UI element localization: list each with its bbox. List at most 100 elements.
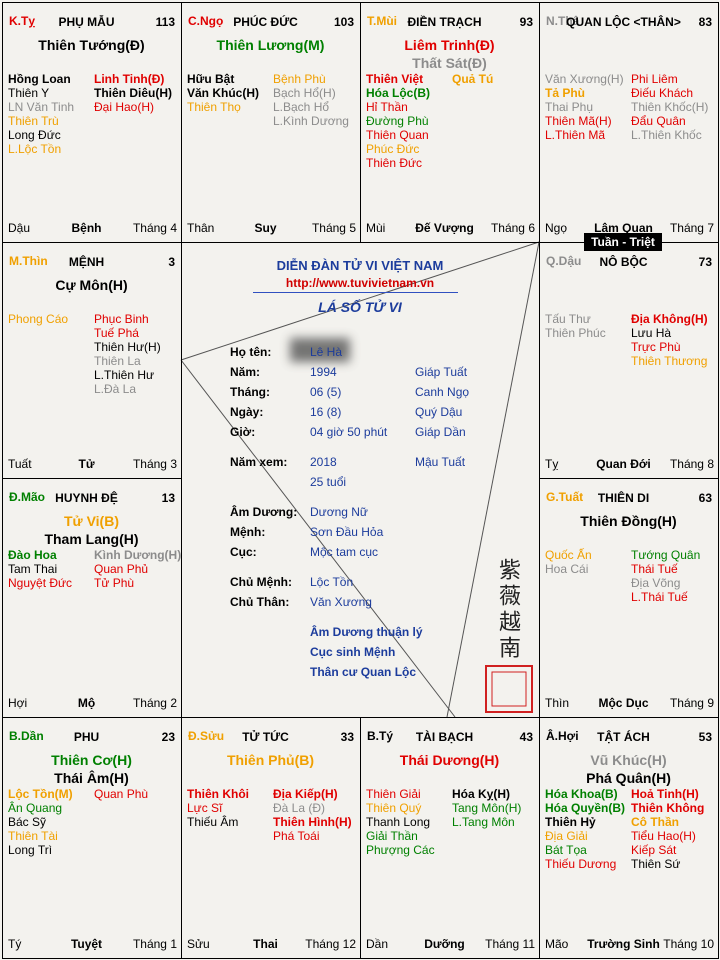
palace-month: Tháng 8 (669, 457, 714, 471)
star: Tả Phù (545, 86, 586, 100)
palace-stage: Mộ (77, 696, 96, 710)
star: Bát Tọa (545, 843, 587, 857)
seal-stamp-inner (491, 671, 527, 707)
star: Thiên Đức (366, 156, 423, 170)
forum-name: DIỄN ĐÀN TỬ VI VIỆT NAM (276, 258, 444, 273)
star: Hóa Lộc(B) (366, 86, 430, 100)
palace-stem: N.Thâ (546, 14, 580, 28)
star: L.Thiên Hư (94, 368, 155, 382)
main-star: Thái Âm(H) (54, 770, 129, 786)
palace-name: HUYNH ĐỆ (55, 491, 118, 505)
star: Thiên Việt (366, 72, 424, 86)
star: Thai Phụ (545, 100, 594, 114)
star: Thiên La (94, 354, 141, 368)
star: L.Lộc Tồn (8, 142, 62, 156)
palace-branch: Mùi (366, 221, 386, 235)
palace-stem: Â.Hợi (546, 729, 579, 743)
palace-month: Tháng 4 (132, 221, 177, 235)
field-value: 25 tuổi (310, 475, 347, 489)
palace-name: TẬT ÁCH (597, 730, 650, 744)
star: L.Bạch Hổ (273, 100, 330, 114)
field-value: Sơn Đầu Hỏa (310, 525, 384, 539)
star: L.Thiên Mã (545, 128, 606, 142)
palace-stage: Tuyệt (70, 937, 103, 951)
palace-stage: Suy (254, 221, 277, 235)
palace-stem: B.Tý (367, 729, 394, 743)
star: Đẩu Quân (631, 114, 686, 128)
star: Thanh Long (366, 815, 431, 829)
palace-branch: Thân (187, 221, 215, 235)
field-label: Chủ Mệnh: (230, 575, 292, 589)
field-label: Mệnh: (230, 525, 266, 539)
star: Phá Toái (273, 829, 320, 843)
seal-text: 紫薇越南 (496, 558, 521, 662)
star: Thiên Thọ (187, 100, 241, 114)
star: Lộc Tồn(M) (8, 787, 73, 801)
star: Địa Kiếp(H) (273, 787, 338, 801)
main-star: Phá Quân(H) (586, 770, 671, 786)
star: Thái Tuế (631, 562, 678, 576)
field-extra: Quý Dậu (415, 405, 463, 419)
star: Tiểu Hao(H) (631, 829, 696, 843)
palace-month: Tháng 6 (490, 221, 535, 235)
star: Bệnh Phù (273, 72, 326, 86)
star: Đà La (Đ) (273, 801, 326, 815)
palace-stage: Thai (253, 937, 278, 951)
star: Thiên Hỷ (545, 815, 596, 829)
main-star: Thái Dương(H) (399, 752, 500, 768)
palace-name: PHU (73, 730, 100, 744)
star: Hóa Khoa(B) (545, 787, 618, 801)
palace-month: Tháng 7 (669, 221, 714, 235)
note: Thân cư Quan Lộc (310, 665, 417, 679)
palace-name: PHÚC ĐỨC (233, 15, 298, 29)
palace-name: ĐIỀN TRẠCH (407, 15, 482, 29)
field-value: 1994 (310, 365, 337, 379)
note: Âm Dương thuận lý (310, 625, 423, 639)
star: Cô Thần (631, 815, 679, 829)
star: Thiếu Âm (187, 815, 239, 829)
field-value: Mộc tam cục (310, 545, 379, 559)
star: Tuế Phá (94, 326, 139, 340)
palace-month: Tháng 5 (311, 221, 356, 235)
seal-stamp (485, 665, 533, 713)
palace-month: Tháng 2 (132, 696, 177, 710)
star: Thiên Y (8, 86, 50, 100)
star: Tang Môn(H) (452, 801, 522, 815)
star: Bác Sỹ (8, 815, 47, 829)
field-extra: Giáp Dần (415, 425, 466, 439)
star: L.Tang Môn (452, 815, 515, 829)
star: Bạch Hổ(H) (273, 86, 336, 100)
star: Long Đức (8, 128, 61, 142)
star: Lực Sĩ (187, 801, 223, 815)
palace-name: TỬ TỨC (242, 730, 289, 744)
star: Đại Hao(H) (94, 100, 155, 114)
field-label: Âm Dương: (230, 505, 298, 519)
main-star: Thiên Tướng(Đ) (38, 37, 145, 53)
main-star: Tử Vi(B) (64, 513, 119, 529)
star: Quả Tú (452, 72, 494, 86)
palace-branch: Tý (8, 937, 22, 951)
field-value: Lộc Tồn (310, 575, 354, 589)
star: Phượng Các (366, 843, 435, 857)
star: Linh Tinh(Đ) (94, 72, 165, 86)
star: Văn Khúc(H) (187, 86, 259, 100)
palace-number: 3 (168, 255, 175, 269)
field-value: 04 giờ 50 phút (310, 425, 388, 439)
star: L.Đà La (94, 382, 137, 396)
palace-month: Tháng 12 (305, 937, 356, 951)
palace-branch: Sửu (187, 937, 210, 951)
field-label: Chủ Thân: (230, 595, 290, 609)
field-value: Dương Nữ (310, 505, 368, 519)
star: Long Trì (8, 843, 53, 857)
palace-stage: Bệnh (71, 221, 102, 235)
url-underline (253, 292, 458, 293)
palace-number: 103 (333, 15, 354, 29)
palace-branch: Mão (545, 937, 569, 951)
main-star: Tham Lang(H) (44, 531, 139, 547)
palace-stem: Đ.Mão (9, 490, 45, 504)
star: Địa Giải (545, 829, 588, 843)
star: Thiên Tài (8, 829, 58, 843)
field-label: Họ tên: (230, 345, 272, 359)
